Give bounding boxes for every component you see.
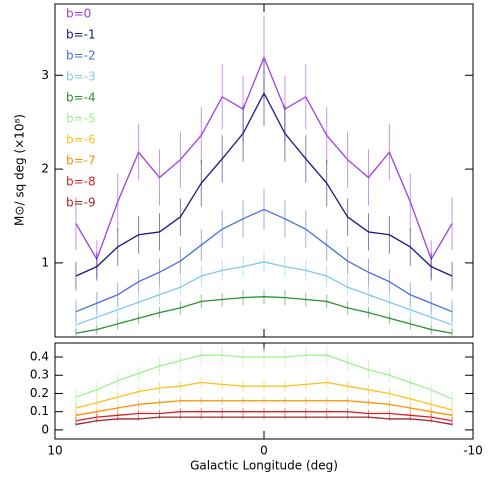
y-tick-label: 0: [41, 422, 49, 436]
series-line: [75, 416, 453, 426]
legend-label: b=-2: [66, 49, 96, 63]
y-tick-label: 3: [41, 68, 49, 82]
y-tick-label: 0.2: [30, 386, 49, 400]
y-tick-label: 1: [41, 255, 49, 269]
series-line: [75, 400, 453, 416]
legend-label: b=-8: [66, 175, 96, 189]
series-line: [75, 381, 453, 411]
series-line: [75, 411, 453, 422]
series-line: [75, 296, 453, 334]
legend-label: b=-7: [66, 154, 96, 168]
series-line: [75, 208, 453, 313]
y-tick-label: 2: [41, 162, 49, 176]
y-tick-label: 0.1: [30, 404, 49, 418]
legend-label: b=-1: [66, 28, 96, 42]
x-tick-label: -10: [463, 444, 483, 458]
y-tick-label: 0.4: [30, 350, 49, 364]
series-line: [75, 354, 453, 400]
series-line: [75, 261, 453, 326]
legend-label: b=-6: [66, 133, 96, 147]
legend-label: b=0: [66, 7, 91, 21]
legend-label: b=-9: [66, 196, 96, 210]
series-line: [75, 91, 453, 277]
legend-label: b=-4: [66, 91, 96, 105]
y-axis-label: M⊙/ sq deg (×10⁸): [13, 114, 27, 226]
legend-label: b=-3: [66, 70, 96, 84]
series-line: [75, 55, 453, 261]
x-tick-label: 10: [47, 444, 62, 458]
y-tick-label: 0.3: [30, 368, 49, 382]
x-tick-label: 0: [260, 444, 268, 458]
legend-label: b=-5: [66, 112, 96, 126]
x-axis-label: Galactic Longitude (deg): [190, 459, 338, 473]
